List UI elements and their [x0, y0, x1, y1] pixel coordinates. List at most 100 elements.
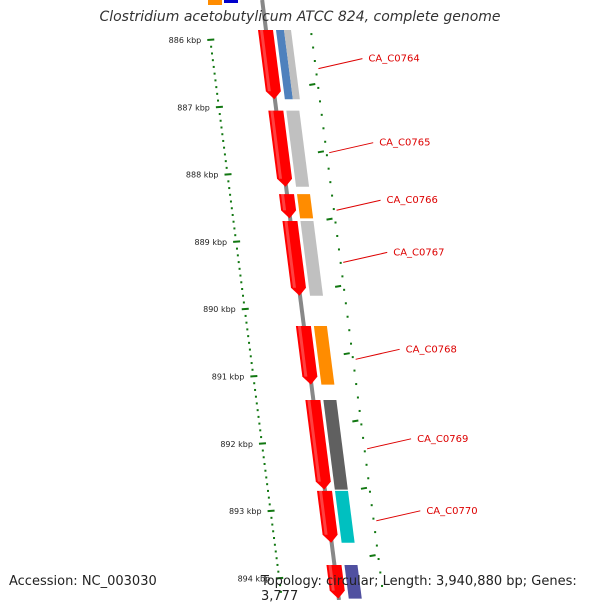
right-minor-tick — [341, 275, 344, 278]
minor-tick — [246, 328, 249, 331]
minor-tick — [256, 409, 259, 412]
minor-tick — [222, 139, 225, 142]
minor-tick — [242, 294, 245, 297]
minor-tick — [248, 348, 251, 351]
gene-arrow-highlight — [284, 221, 296, 288]
minor-tick — [233, 227, 236, 230]
minor-tick — [255, 402, 258, 405]
right-minor-tick — [346, 315, 349, 318]
minor-tick — [235, 247, 238, 250]
right-minor-tick — [336, 234, 339, 237]
tick-layer: 886 kbp 887 kbp 888 kbp 889 kbp 890 kbp 891 k… — [169, 33, 384, 593]
minor-tick — [217, 99, 220, 102]
gene-label-line — [329, 142, 374, 154]
right-minor-tick — [325, 154, 328, 157]
minor-tick — [251, 368, 254, 371]
right-minor-tick — [344, 302, 347, 305]
gene-label-line — [355, 348, 400, 360]
major-tick — [267, 509, 275, 513]
partial-feature — [208, 0, 222, 5]
right-major-tick — [317, 150, 325, 154]
minor-tick — [210, 45, 213, 48]
gene-arrow — [268, 110, 293, 187]
minor-tick — [253, 382, 256, 385]
label-layer: CA_C0764 CA_C0765 CA_C0766 CA_C0767 CA_C0768… — [318, 54, 478, 522]
gene-arrow-highlight — [318, 490, 328, 535]
minor-tick — [265, 476, 268, 479]
tick-label: 892 kbp — [220, 440, 253, 449]
gene-arrow-highlight — [281, 194, 287, 211]
minor-tick — [219, 119, 222, 122]
cog-bar — [344, 564, 362, 599]
minor-tick — [266, 483, 269, 486]
minor-tick — [276, 563, 279, 566]
right-major-tick — [360, 486, 368, 490]
minor-tick — [254, 388, 257, 391]
major-tick — [276, 576, 284, 580]
gene-label-line — [343, 251, 388, 263]
minor-tick — [279, 590, 282, 593]
gene-label[interactable]: CA_C0768 — [406, 344, 457, 355]
right-minor-tick — [368, 490, 371, 493]
minor-tick — [223, 146, 226, 149]
right-minor-tick — [353, 369, 356, 372]
right-minor-tick — [331, 194, 334, 197]
minor-tick — [270, 516, 273, 519]
cog-bar — [323, 400, 348, 490]
gene-label[interactable]: CA_C0769 — [417, 434, 468, 445]
minor-tick — [212, 65, 215, 68]
right-minor-tick — [348, 329, 351, 332]
major-tick — [207, 38, 215, 41]
gene-arrow-highlight — [307, 400, 321, 482]
map-title: Clostridium acetobutylicum ATCC 824, com… — [99, 9, 501, 25]
gene-arrow-highlight — [260, 30, 271, 92]
minor-tick — [228, 187, 231, 190]
cog-bar — [334, 490, 355, 543]
right-minor-tick — [327, 167, 330, 170]
gene-label[interactable]: CA_C0767 — [393, 247, 444, 258]
gene-arrow — [295, 326, 318, 385]
right-minor-tick — [358, 409, 361, 412]
gene-label-line — [318, 58, 363, 70]
gene-arrow-highlight — [328, 564, 335, 591]
minor-tick — [216, 92, 219, 95]
right-minor-tick — [362, 436, 365, 439]
gene-label[interactable]: CA_C0765 — [379, 138, 430, 149]
minor-tick — [249, 355, 252, 358]
gene-label-line — [366, 438, 412, 450]
cog-bar — [313, 326, 335, 385]
minor-tick — [250, 362, 253, 365]
minor-tick — [232, 220, 235, 223]
minor-tick — [257, 415, 260, 418]
minor-tick — [260, 436, 263, 439]
right-major-tick — [352, 419, 359, 423]
gene-arrow — [282, 221, 306, 296]
gene-label[interactable]: CA_C0770 — [426, 506, 477, 517]
minor-tick — [223, 153, 226, 156]
cog-bar — [297, 194, 314, 219]
minor-tick — [236, 254, 239, 257]
right-minor-tick — [332, 208, 335, 211]
minor-tick — [258, 422, 261, 425]
accession-text: Accession: NC_003030 — [9, 574, 157, 589]
right-minor-tick — [372, 517, 375, 520]
minor-tick — [267, 496, 270, 499]
cog-bar — [286, 110, 310, 187]
minor-tick — [272, 530, 275, 533]
gene-label[interactable]: CA_C0766 — [387, 195, 438, 206]
major-tick — [241, 307, 249, 311]
right-minor-tick — [375, 544, 378, 547]
right-minor-tick — [324, 140, 327, 143]
right-minor-tick — [343, 288, 346, 291]
right-minor-tick — [355, 383, 358, 386]
right-minor-tick — [310, 33, 313, 36]
partial-feature — [224, 0, 238, 3]
gene-label[interactable]: CA_C0764 — [368, 54, 419, 65]
minor-tick — [239, 274, 242, 277]
major-tick — [224, 173, 232, 176]
right-major-tick — [326, 217, 333, 221]
minor-tick — [247, 335, 250, 338]
minor-tick — [218, 113, 221, 116]
right-minor-tick — [356, 396, 359, 399]
